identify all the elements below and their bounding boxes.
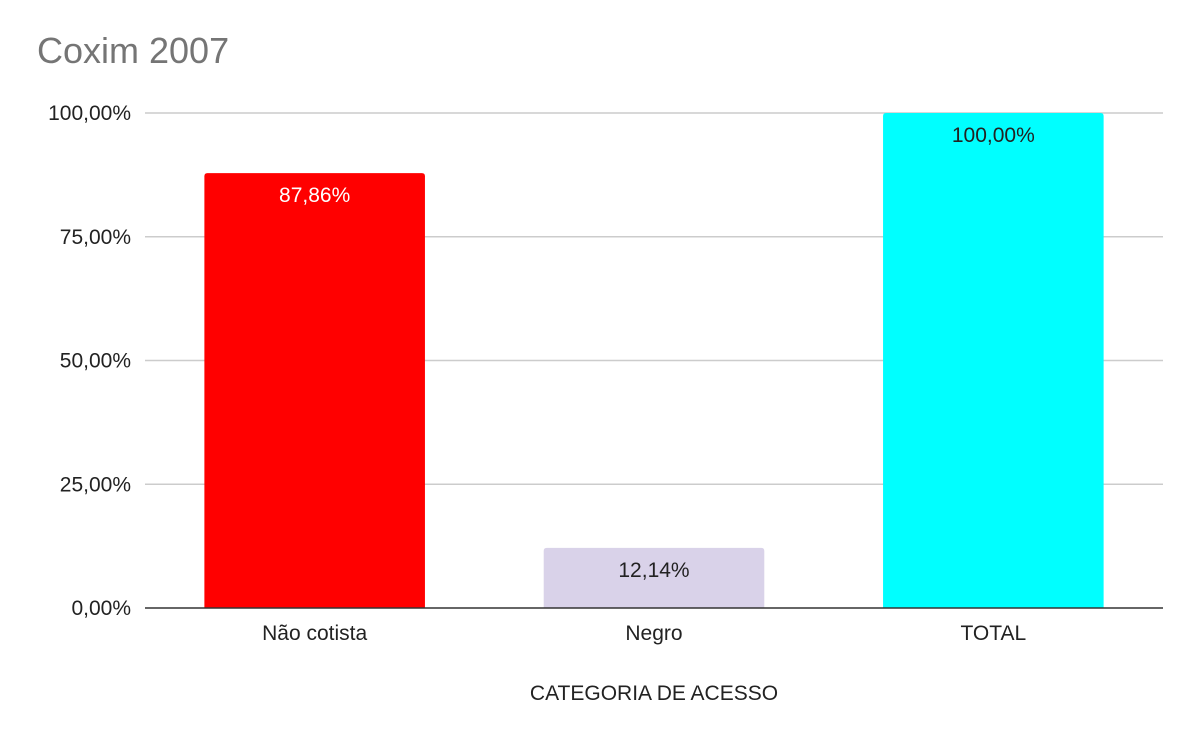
data-label: 87,86% <box>279 184 350 207</box>
y-axis-ticks: 0,00% 25,00% 50,00% 75,00% 100,00% <box>48 102 131 620</box>
x-axis-categories: Não cotista Negro TOTAL <box>262 622 1026 645</box>
x-axis-title: CATEGORIA DE ACESSO <box>530 682 778 705</box>
x-tick-label: TOTAL <box>960 622 1026 645</box>
bar <box>204 173 425 608</box>
bars: 87,86% 12,14% 100,00% <box>204 113 1104 608</box>
y-tick-label: 50,00% <box>60 350 131 373</box>
y-tick-label: 0,00% <box>71 597 131 620</box>
bar <box>883 113 1104 608</box>
data-label: 100,00% <box>952 124 1035 147</box>
y-tick-label: 100,00% <box>48 102 131 125</box>
x-tick-label: Não cotista <box>262 622 367 645</box>
y-tick-label: 25,00% <box>60 473 131 496</box>
x-tick-label: Negro <box>625 622 682 645</box>
chart-title: Coxim 2007 <box>37 30 230 71</box>
y-tick-label: 75,00% <box>60 226 131 249</box>
bar <box>543 547 765 608</box>
data-label: 12,14% <box>618 559 689 582</box>
